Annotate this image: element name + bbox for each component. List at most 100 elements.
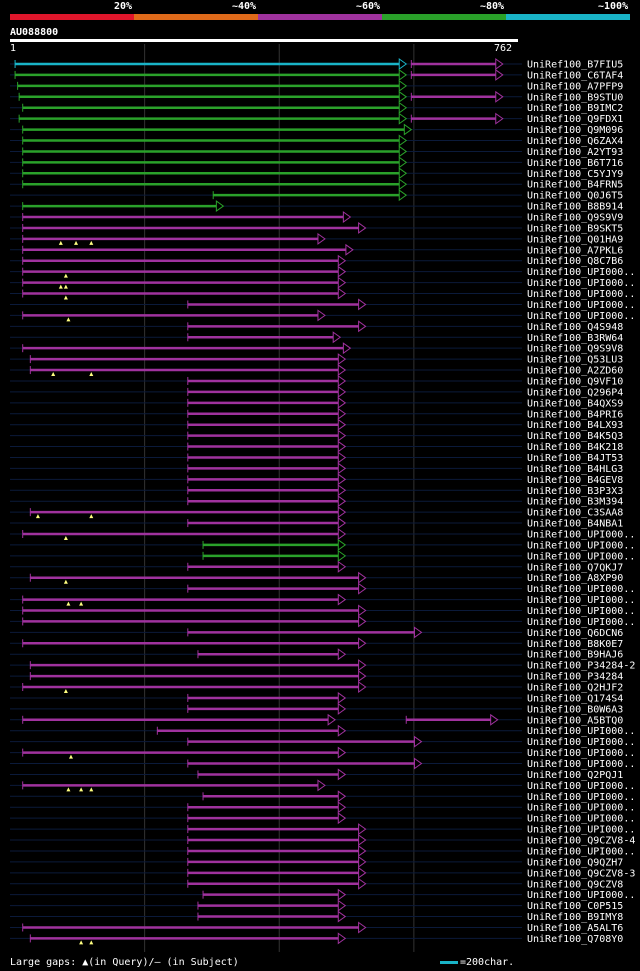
query-gap-marker bbox=[89, 787, 94, 792]
hit-end-arrow bbox=[337, 593, 347, 606]
hit-end-arrow bbox=[398, 101, 408, 114]
hit-end-arrow bbox=[337, 462, 347, 475]
query-gap-marker bbox=[89, 372, 94, 377]
hit-label: UniRef100_UPI000.. bbox=[527, 759, 635, 770]
query-bar bbox=[10, 39, 518, 42]
hit-end-arrow bbox=[337, 549, 347, 562]
footer-scale: =200char. bbox=[440, 957, 514, 968]
hit-end-arrow bbox=[358, 823, 367, 836]
hit-label: UniRef100_Q8C7B6 bbox=[527, 256, 623, 267]
hit-end-arrow bbox=[337, 932, 347, 945]
legend-color-segment bbox=[10, 14, 134, 20]
hit-end-arrow bbox=[317, 232, 326, 245]
hit-label: UniRef100_P34284 bbox=[527, 672, 623, 683]
query-gap-marker bbox=[68, 754, 73, 759]
hit-label: UniRef100_UPI000.. bbox=[527, 781, 635, 792]
hit-end-arrow bbox=[337, 538, 347, 551]
hit-label: UniRef100_C5YJY9 bbox=[527, 169, 623, 180]
hit-label: UniRef100_A7PFP9 bbox=[527, 81, 623, 92]
query-gap-marker bbox=[51, 372, 56, 377]
hit-label: UniRef100_Q9CZV8-3 bbox=[527, 868, 635, 879]
hit-end-arrow bbox=[413, 757, 423, 770]
hit-end-arrow bbox=[358, 659, 367, 672]
legend-color-segment bbox=[134, 14, 258, 20]
hit-end-arrow bbox=[337, 702, 347, 715]
hit-label: UniRef100_UPI000.. bbox=[527, 803, 635, 814]
hit-label: UniRef100_UPI000.. bbox=[527, 737, 635, 748]
hit-end-arrow bbox=[337, 691, 347, 704]
hit-label: UniRef100_Q9FDX1 bbox=[527, 114, 623, 125]
hit-end-arrow bbox=[332, 331, 342, 344]
query-gap-marker bbox=[66, 787, 71, 792]
hit-end-arrow bbox=[337, 451, 347, 464]
hit-end-arrow bbox=[398, 134, 408, 147]
hit-end-arrow bbox=[495, 68, 504, 81]
query-gap-marker bbox=[63, 284, 68, 289]
hit-label: UniRef100_Q9QZH7 bbox=[527, 857, 623, 868]
hit-label: UniRef100_UPI000.. bbox=[527, 551, 635, 562]
hit-label: UniRef100_B3RW64 bbox=[527, 333, 623, 344]
hit-label: UniRef100_P34284-2 bbox=[527, 661, 635, 672]
hit-end-arrow bbox=[337, 560, 347, 573]
query-gap-marker bbox=[66, 317, 71, 322]
hit-label: UniRef100_Q9M096 bbox=[527, 125, 623, 136]
hit-label: UniRef100_UPI000.. bbox=[527, 540, 635, 551]
hit-label: UniRef100_UPI000.. bbox=[527, 890, 635, 901]
hit-end-arrow bbox=[337, 418, 347, 431]
hit-label: UniRef100_A2YT93 bbox=[527, 147, 623, 158]
hit-label: UniRef100_UPI000.. bbox=[527, 814, 635, 825]
hit-end-arrow bbox=[398, 90, 408, 103]
hit-end-arrow bbox=[490, 713, 499, 726]
legend-label: ~100% bbox=[598, 1, 629, 12]
hit-end-arrow bbox=[358, 615, 367, 628]
hit-label: UniRef100_UPI000.. bbox=[527, 289, 635, 300]
footer-gaps-legend: Large gaps: ▲(in Query)/– (in Subject) bbox=[10, 957, 239, 968]
hit-end-arrow bbox=[337, 648, 347, 661]
hit-label: UniRef100_B8K0E7 bbox=[527, 639, 623, 650]
hit-label: UniRef100_UPI000.. bbox=[527, 311, 635, 322]
hit-end-arrow bbox=[345, 243, 354, 256]
hit-end-arrow bbox=[327, 713, 336, 726]
hit-label: UniRef100_UPI000.. bbox=[527, 584, 635, 595]
hit-label: UniRef100_Q4S948 bbox=[527, 322, 623, 333]
hit-label: UniRef100_B9IMC2 bbox=[527, 103, 623, 114]
hit-label: UniRef100_B4K218 bbox=[527, 442, 623, 453]
hit-end-arrow bbox=[337, 484, 347, 497]
hit-end-arrow bbox=[337, 276, 347, 289]
hit-end-arrow bbox=[413, 626, 423, 639]
hit-label: UniRef100_B3M394 bbox=[527, 497, 623, 508]
query-name: AU088800 bbox=[10, 27, 59, 38]
query-gap-marker bbox=[63, 689, 68, 694]
hit-end-arrow bbox=[337, 746, 347, 759]
hit-end-arrow bbox=[342, 342, 352, 355]
legend-label: ~60% bbox=[356, 1, 381, 12]
hit-end-arrow bbox=[337, 724, 347, 737]
legend-label: ~80% bbox=[480, 1, 505, 12]
hit-end-arrow bbox=[358, 221, 367, 234]
hit-end-arrow bbox=[337, 899, 347, 912]
hit-label: UniRef100_Q9S9V8 bbox=[527, 344, 623, 355]
hit-label: UniRef100_B8B914 bbox=[527, 202, 623, 213]
hit-end-arrow bbox=[398, 156, 408, 169]
query-gap-marker bbox=[63, 579, 68, 584]
hit-end-arrow bbox=[358, 921, 367, 934]
hit-label: UniRef100_Q708Y0 bbox=[527, 934, 623, 945]
query-gap-marker bbox=[74, 240, 79, 245]
query-gap-marker bbox=[66, 601, 71, 606]
hit-end-arrow bbox=[398, 189, 408, 202]
hit-label: UniRef100_UPI000.. bbox=[527, 846, 635, 857]
hit-end-arrow bbox=[337, 790, 347, 803]
hit-label: UniRef100_UPI000.. bbox=[527, 300, 635, 311]
hit-end-arrow bbox=[337, 429, 347, 442]
hit-label: UniRef100_Q2HJF2 bbox=[527, 683, 623, 694]
hit-label: UniRef100_UPI000.. bbox=[527, 792, 635, 803]
query-end: 762 bbox=[494, 43, 513, 54]
hit-end-arrow bbox=[337, 440, 347, 453]
hit-label: UniRef100_Q0J6T5 bbox=[527, 191, 623, 202]
hit-end-arrow bbox=[358, 298, 367, 311]
hit-end-arrow bbox=[337, 517, 347, 530]
hit-label: UniRef100_A5BTQ0 bbox=[527, 715, 623, 726]
hit-label: UniRef100_B4PRI6 bbox=[527, 409, 623, 420]
hit-label: UniRef100_A7PKL6 bbox=[527, 245, 623, 256]
